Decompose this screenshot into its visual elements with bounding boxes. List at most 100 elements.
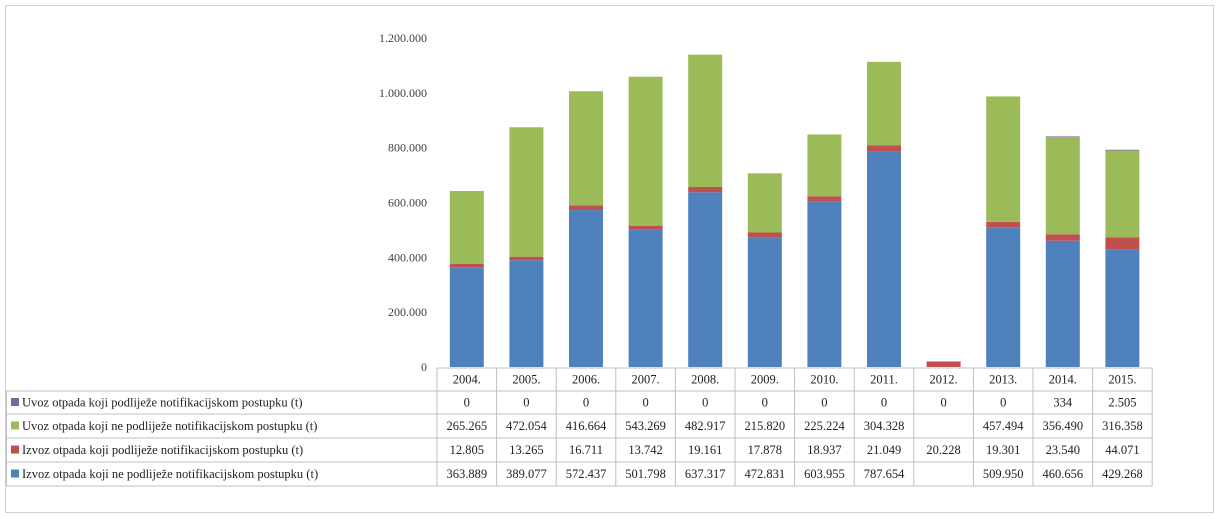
bar-segment [569, 91, 603, 206]
bar-segment [747, 237, 782, 367]
legend-label: Uvoz otpada koji podliježe notifikacijsk… [22, 396, 303, 410]
bar-segment [1105, 150, 1140, 238]
data-label: 265.265 [446, 419, 487, 433]
data-label: 572.437 [566, 467, 607, 481]
data-label: 12.805 [450, 443, 484, 457]
data-label: 13.742 [628, 443, 662, 457]
data-label: 215.820 [744, 419, 785, 433]
legend-key [11, 398, 19, 406]
data-label: 16.711 [569, 443, 603, 457]
data-label: 0 [1000, 396, 1006, 410]
bar-segment [867, 151, 901, 367]
bar-segment [449, 267, 484, 367]
x-tick-label: 2012. [930, 373, 958, 387]
data-label: 460.656 [1042, 467, 1083, 481]
bar-segment [449, 190, 484, 264]
x-tick-label: 2005. [512, 373, 540, 387]
bar-segment [1045, 234, 1080, 241]
data-label: 17.878 [748, 443, 782, 457]
bar-segment [1105, 237, 1140, 250]
bar-segment [1045, 136, 1080, 138]
bar-segment [569, 210, 603, 367]
bar-segment [628, 225, 663, 230]
bar-segment [509, 256, 544, 261]
x-tick-label: 2014. [1049, 373, 1077, 387]
y-tick-label: 0 [421, 360, 427, 374]
x-tick-label: 2013. [989, 373, 1017, 387]
bar-segment [867, 145, 901, 152]
x-tick-label: 2006. [572, 373, 600, 387]
data-label: 13.265 [509, 443, 543, 457]
data-label: 472.054 [506, 419, 547, 433]
bar-segment [688, 54, 723, 188]
data-label: 787.654 [864, 467, 905, 481]
data-label: 304.328 [864, 419, 905, 433]
bar-segment [926, 361, 961, 367]
data-label: 19.161 [688, 443, 722, 457]
bar-segment [509, 260, 544, 367]
legend-key [11, 421, 19, 430]
y-tick-label: 1.200.000 [379, 31, 427, 45]
y-axis: 0 200.000 400.000 600.000 800.000 1.000.000 1.… [379, 31, 427, 374]
data-label: 225.224 [804, 419, 845, 433]
legend-label: Izvoz otpada koji ne podliježe notifikac… [22, 467, 318, 481]
data-label: 0 [523, 396, 529, 410]
data-label: 334 [1053, 396, 1073, 410]
data-label: 472.831 [744, 467, 785, 481]
bar-segment [509, 127, 544, 257]
x-tick-label: 2004. [453, 373, 481, 387]
data-label: 0 [762, 396, 768, 410]
bar-segment [986, 221, 1021, 228]
bar-segment [747, 173, 782, 233]
data-label: 2.505 [1108, 396, 1136, 410]
data-label: 0 [940, 396, 946, 410]
x-tick-label: 2009. [751, 373, 779, 387]
data-label: 44.071 [1105, 443, 1139, 457]
data-label: 356.490 [1042, 419, 1083, 433]
x-tick-label: 2010. [810, 373, 838, 387]
data-label: 457.494 [983, 419, 1024, 433]
data-label: 0 [642, 396, 648, 410]
data-label: 0 [821, 396, 827, 410]
data-label: 21.049 [867, 443, 901, 457]
legend-key [11, 469, 19, 478]
data-label: 0 [583, 396, 589, 410]
bar-segment [688, 192, 723, 367]
bar-segment [807, 201, 842, 367]
data-label: 416.664 [566, 419, 607, 433]
bar-segment [628, 76, 663, 226]
y-tick-label: 1.000.000 [379, 86, 427, 100]
bar-segment [867, 61, 901, 146]
bar-segment [1105, 249, 1140, 367]
bar-segment [569, 205, 603, 211]
stacked-bar-chart: 0 200.000 400.000 600.000 800.000 1.000.000 1.… [6, 31, 1153, 487]
legend-label: Izvoz otpada koji podliježe notifikacijs… [22, 443, 303, 457]
y-tick-label: 800.000 [388, 141, 427, 155]
bar-plot-area [449, 54, 1140, 367]
x-tick-label: 2007. [632, 373, 660, 387]
y-tick-label: 600.000 [388, 196, 427, 210]
bar-segment [807, 134, 842, 197]
bar-segment [1045, 240, 1080, 367]
y-tick-label: 200.000 [388, 305, 427, 319]
bar-segment [986, 227, 1021, 367]
data-label: 603.955 [804, 467, 845, 481]
bar-segment [1105, 149, 1140, 151]
y-tick-label: 400.000 [388, 250, 427, 264]
data-label: 543.269 [625, 419, 666, 433]
legend-key [11, 445, 19, 454]
x-tick-label: 2011. [870, 373, 898, 387]
data-label: 0 [881, 396, 887, 410]
bar-segment [628, 229, 663, 367]
chart-frame: 0 200.000 400.000 600.000 800.000 1.000.000 1.… [5, 5, 1214, 513]
data-label: 20.228 [926, 443, 960, 457]
data-label: 509.950 [983, 467, 1024, 481]
x-tick-label: 2015. [1108, 373, 1136, 387]
bar-segment [688, 187, 723, 193]
bar-segment [986, 96, 1021, 222]
data-label: 482.917 [685, 419, 726, 433]
data-label: 23.540 [1046, 443, 1080, 457]
data-label: 389.077 [506, 467, 547, 481]
bar-segment [807, 196, 842, 202]
bar-segment [449, 263, 484, 268]
